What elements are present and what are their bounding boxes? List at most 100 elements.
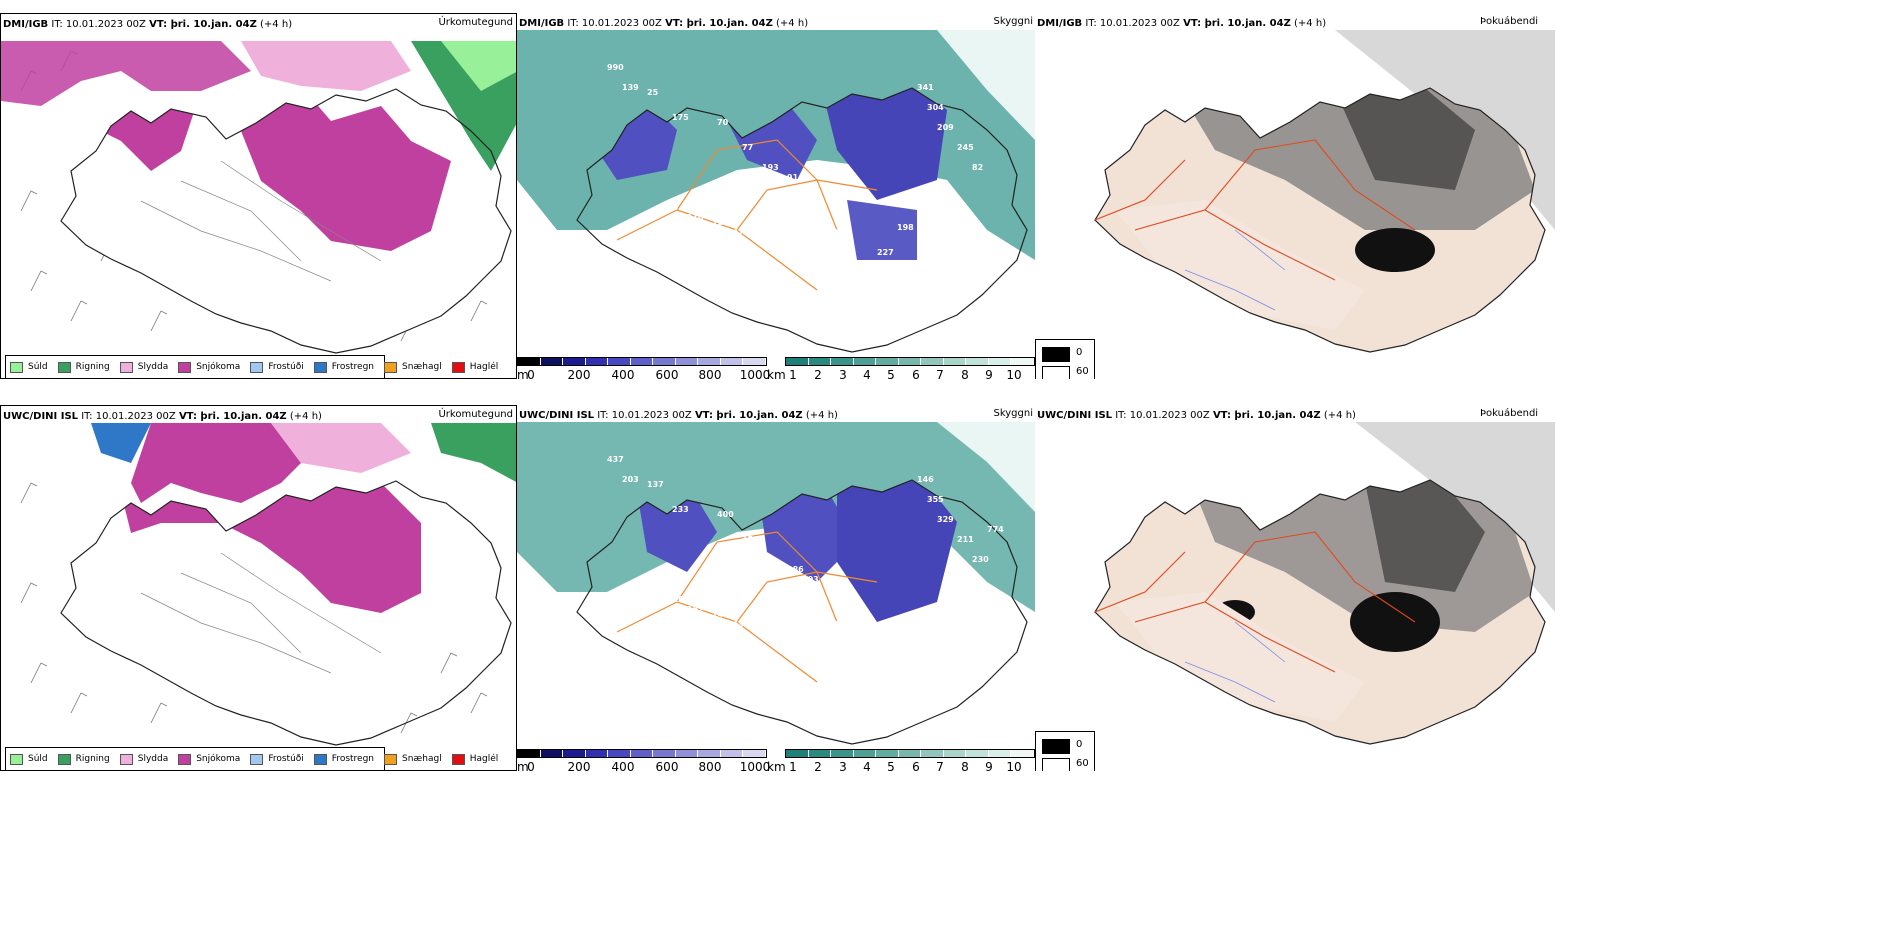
colorbar-cell xyxy=(876,358,899,365)
tick-label: 600 xyxy=(655,760,679,771)
colorbar-cell xyxy=(563,750,586,757)
init-time: IT: 10.01.2023 00Z xyxy=(1085,18,1180,29)
panel-header: DMI/IGB IT: 10.01.2023 00Z VT: þri. 10.j… xyxy=(3,19,292,30)
legend-item: Frostregn xyxy=(313,361,374,373)
legend-label: Snæhagl xyxy=(402,362,442,372)
visibility-value-label: 227 xyxy=(877,248,894,257)
legend-item: Frostregn xyxy=(313,753,375,765)
legend-item: Slydda xyxy=(119,753,169,765)
legend-label: Snjókoma xyxy=(196,362,241,372)
legend-swatch xyxy=(250,361,264,373)
init-time: IT: 10.01.2023 00Z xyxy=(51,19,146,30)
forecast-offset: (+4 h) xyxy=(1294,18,1327,29)
colorbar-cell xyxy=(808,358,832,365)
visibility-value-label: 341 xyxy=(917,83,934,92)
colorbar-cell xyxy=(898,750,922,757)
visibility-colorbar: km 1 2 3 4 5 6 7 8 9 10 xyxy=(767,749,1035,771)
visibility-value-label: 304 xyxy=(927,103,944,112)
legend-swatch xyxy=(178,361,192,373)
colorbar-cell xyxy=(675,750,699,757)
colorbar-cell xyxy=(563,358,586,365)
colorbar-cell xyxy=(876,750,899,757)
fog-legend-label: 60 xyxy=(1076,758,1089,769)
legend-label: Rigning xyxy=(75,362,110,372)
colorbar-cell xyxy=(653,358,676,365)
panel-header: DMI/IGB IT: 10.01.2023 00Z VT: þri. 10.j… xyxy=(519,18,808,29)
model-name: UWC/DINI ISL xyxy=(3,411,79,422)
colorbar-cell xyxy=(988,750,1012,757)
fog-legend-label: 0 xyxy=(1076,347,1083,358)
legend-item: Frostúði xyxy=(250,361,304,373)
colorbar-cell xyxy=(630,750,654,757)
visibility-panel-dmi: DMI/IGB IT: 10.01.2023 00Z VT: þri. 10.j… xyxy=(517,13,1035,379)
tick-label: 600 xyxy=(655,368,679,379)
legend-label: Haglél xyxy=(469,362,499,372)
tick-label: 8 xyxy=(961,368,969,379)
panel-header: UWC/DINI ISL IT: 10.01.2023 00Z VT: þri.… xyxy=(1037,410,1356,421)
legend-item: Súld xyxy=(10,361,48,373)
legend-label: Haglél xyxy=(469,754,499,764)
valid-time: VT: þri. 10.jan. 04Z xyxy=(665,18,773,29)
visibility-value-label: 137 xyxy=(647,480,664,489)
visibility-value-label: 203 xyxy=(622,475,639,484)
legend-swatch xyxy=(178,753,192,765)
colorbar-cell xyxy=(540,358,564,365)
valid-time: VT: þri. 10.jan. 04Z xyxy=(694,410,803,421)
visibility-labels: 4372031372334001507138610311312616214326… xyxy=(607,455,1004,664)
ceiling-colorbar: m 0 200 400 600 800 1000 xyxy=(517,749,770,771)
colorbar-cell xyxy=(921,358,944,365)
visibility-tick-labels: 1 2 3 4 5 6 7 8 9 10 xyxy=(785,760,1035,771)
fog-panel-uwc: UWC/DINI ISL IT: 10.01.2023 00Z VT: þri.… xyxy=(1035,405,1900,771)
visibility-value-label: 84 xyxy=(802,183,814,192)
colorbar-cell xyxy=(698,750,721,757)
tick-label: 200 xyxy=(567,368,591,379)
visibility-value-label: 230 xyxy=(972,555,989,564)
legend-label: Frostregn xyxy=(331,754,375,764)
visibility-value-label: 198 xyxy=(897,223,914,232)
visibility-value-label: 121 xyxy=(712,218,729,227)
model-name: DMI/IGB xyxy=(3,19,49,30)
legend-label: Slydda xyxy=(137,754,169,764)
visibility-value-label: 25 xyxy=(647,88,659,97)
tick-label: 800 xyxy=(698,368,722,379)
visibility-value-label: 126 xyxy=(667,595,684,604)
fog-map xyxy=(1035,30,1555,360)
model-name: DMI/IGB xyxy=(1037,18,1083,29)
fog-legend-swatch xyxy=(1042,366,1070,379)
visibility-panel-uwc: UWC/DINI ISL IT: 10.01.2023 00Z VT: þri.… xyxy=(517,405,1035,771)
visibility-colorbar: km 1 2 3 4 5 6 7 8 9 10 xyxy=(767,357,1035,379)
panel-header: UWC/DINI ISL IT: 10.01.2023 00Z VT: þri.… xyxy=(3,411,322,422)
tick-label: 10 xyxy=(1006,760,1022,771)
legend-swatch xyxy=(119,753,133,765)
forecast-offset: (+4 h) xyxy=(805,410,838,421)
colorbar-cell xyxy=(786,750,809,757)
visibility-value-label: 355 xyxy=(927,495,944,504)
colorbar-cell xyxy=(653,750,676,757)
forecast-offset: (+4 h) xyxy=(289,411,322,422)
visibility-value-label: 400 xyxy=(717,510,734,519)
fog-legend-label: 0 xyxy=(1076,739,1083,750)
visibility-unit: km xyxy=(767,368,786,379)
legend-item: Rigning xyxy=(57,361,110,373)
precip-legend: Súld Rigning Slydda Snjókoma Frostúði Fr… xyxy=(5,747,498,770)
tick-label: 5 xyxy=(887,760,895,771)
ceiling-tick-labels: 0 200 400 600 800 1000 xyxy=(517,760,770,771)
panel-title: Skyggni xyxy=(993,408,1033,419)
fog-legend-label: 60 xyxy=(1076,366,1089,377)
legend-swatch xyxy=(384,753,398,765)
legend-swatch xyxy=(250,753,264,765)
visibility-value-label: 71 xyxy=(762,555,774,564)
visibility-value-label: 181 xyxy=(897,615,914,624)
precip-map xyxy=(20,423,516,746)
visibility-value-label: 139 xyxy=(622,83,639,92)
colorbar-cell xyxy=(585,750,609,757)
panel-title: Úrkomutegund xyxy=(438,17,513,28)
colorbar-cell xyxy=(540,750,564,757)
visibility-value-label: 113 xyxy=(692,590,709,599)
visibility-value-label: 138 xyxy=(692,198,709,207)
colorbar-cell xyxy=(630,358,654,365)
visibility-value-label: 146 xyxy=(917,475,934,484)
legend-label: Snæhagl xyxy=(402,754,442,764)
init-time: IT: 10.01.2023 00Z xyxy=(1115,410,1210,421)
